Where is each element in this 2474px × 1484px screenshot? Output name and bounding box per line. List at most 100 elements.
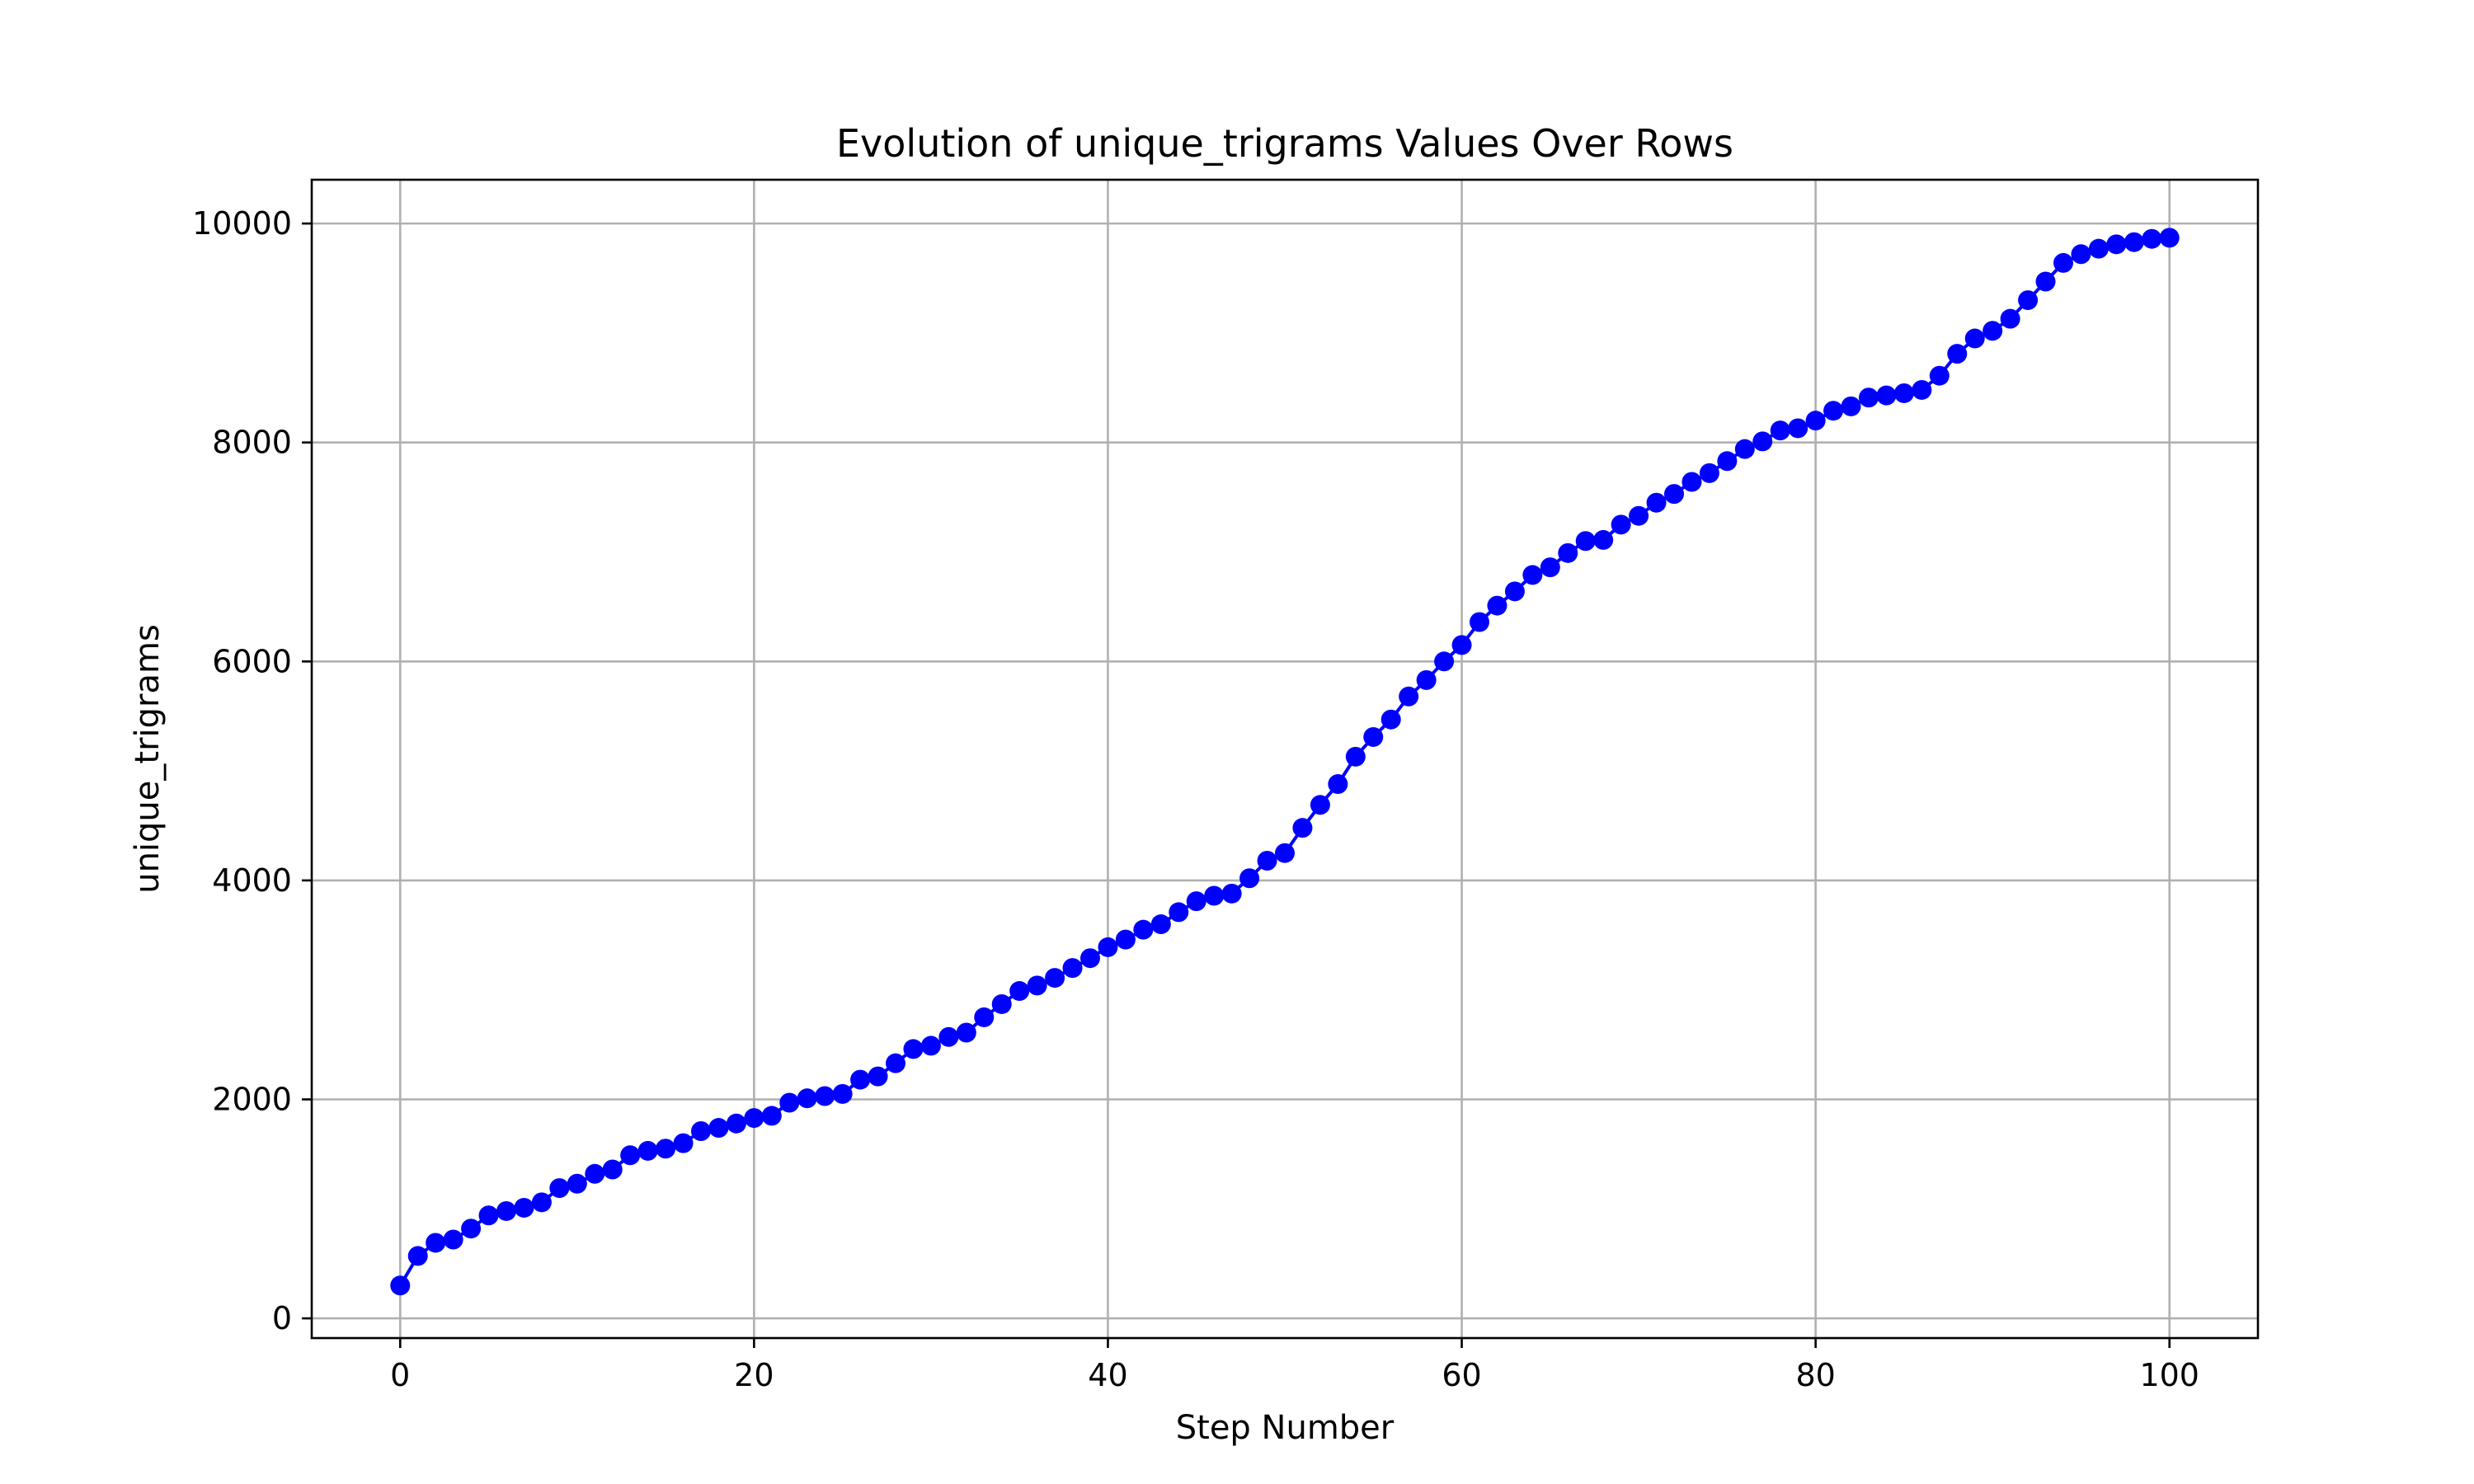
data-point — [1964, 328, 1985, 349]
data-point — [1841, 396, 1861, 416]
data-point — [1717, 451, 1738, 472]
data-point — [1540, 557, 1560, 578]
data-point — [1328, 774, 1348, 795]
data-point — [886, 1053, 905, 1073]
data-point — [1770, 420, 1790, 441]
chart-title: Evolution of unique_trigrams Values Over… — [836, 121, 1733, 166]
grid — [312, 180, 2258, 1338]
data-point — [478, 1205, 499, 1226]
data-point — [2000, 308, 2020, 329]
data-point — [1611, 514, 1631, 535]
data-point — [1859, 387, 1879, 408]
data-point — [585, 1163, 605, 1184]
data-point — [549, 1178, 570, 1199]
data-point — [691, 1121, 711, 1142]
data-point — [832, 1083, 853, 1104]
data-point — [2106, 234, 2127, 255]
data-point — [1275, 843, 1295, 863]
data-point — [514, 1197, 534, 1218]
data-point — [2053, 252, 2073, 273]
axis-ticks: 0 20 40 60 80 100 0 2000 4000 6000 8000 10000 — [192, 205, 2199, 1393]
y-tick-label: 4000 — [212, 862, 292, 899]
data-point — [1169, 902, 1189, 923]
data-point — [1434, 651, 1455, 672]
data-point — [1045, 968, 1065, 989]
data-point — [938, 1026, 959, 1047]
data-point — [920, 1036, 941, 1056]
y-tick-label: 0 — [272, 1300, 292, 1336]
x-axis-label: Step Number — [1176, 1409, 1395, 1447]
y-axis-label: unique_trigrams — [129, 624, 167, 894]
data-point — [1522, 565, 1543, 585]
data-point — [1788, 418, 1808, 439]
data-point — [461, 1219, 482, 1239]
x-tick-label: 60 — [1442, 1357, 1481, 1393]
data-point — [850, 1069, 871, 1090]
data-point — [1133, 919, 1154, 940]
data-point — [1664, 484, 1684, 505]
data-point — [1734, 439, 1755, 459]
data-point — [1912, 379, 1932, 400]
data-point — [407, 1246, 428, 1266]
data-point — [974, 1007, 995, 1027]
data-point — [2124, 232, 2144, 252]
data-point — [1416, 669, 1437, 690]
y-tick-label: 2000 — [212, 1082, 292, 1118]
data-point — [2088, 238, 2109, 259]
data-point — [390, 1275, 411, 1296]
data-point — [2142, 228, 2162, 249]
data-point — [815, 1086, 835, 1106]
data-point — [2035, 271, 2056, 292]
data-point — [1257, 851, 1277, 871]
data-point — [1345, 746, 1366, 767]
data-point — [991, 993, 1012, 1014]
data-point — [1239, 868, 1260, 889]
data-point — [656, 1139, 676, 1159]
data-point — [797, 1088, 817, 1109]
x-tick-label: 40 — [1088, 1357, 1127, 1393]
data-point — [726, 1113, 746, 1134]
data-point — [1399, 686, 1419, 707]
data-point — [1982, 321, 2003, 341]
data-series — [390, 228, 2180, 1296]
data-point — [1204, 885, 1225, 906]
y-tick-label: 10000 — [192, 205, 292, 242]
data-point — [1470, 612, 1489, 632]
data-point — [1699, 463, 1719, 483]
data-point — [1062, 958, 1083, 979]
data-point — [426, 1233, 446, 1253]
data-point — [1947, 344, 1968, 364]
x-tick-label: 100 — [2139, 1357, 2199, 1393]
data-point — [637, 1140, 658, 1161]
y-tick-label: 8000 — [212, 425, 292, 461]
data-point — [1929, 365, 1950, 386]
data-point — [602, 1159, 623, 1180]
data-point — [531, 1192, 552, 1213]
data-point — [1221, 883, 1242, 904]
data-point — [1310, 795, 1330, 815]
data-point — [956, 1022, 976, 1043]
data-point — [1080, 948, 1100, 969]
data-point — [744, 1108, 764, 1129]
data-point — [1027, 975, 1047, 996]
data-point — [1363, 726, 1384, 747]
data-point — [1558, 542, 1578, 563]
data-point — [1823, 401, 1844, 421]
data-point — [1098, 937, 1118, 957]
data-point — [868, 1066, 888, 1087]
data-point — [567, 1173, 587, 1194]
data-point — [1876, 385, 1897, 406]
data-point — [2018, 290, 2039, 311]
data-point — [496, 1200, 516, 1221]
data-point — [620, 1145, 641, 1166]
data-point — [779, 1092, 800, 1113]
data-point — [1150, 914, 1171, 935]
data-point — [1593, 529, 1614, 550]
data-point — [1487, 595, 1507, 616]
x-tick-label: 20 — [734, 1357, 774, 1393]
data-point — [443, 1229, 463, 1250]
data-point — [708, 1118, 729, 1139]
data-point — [1292, 818, 1313, 838]
